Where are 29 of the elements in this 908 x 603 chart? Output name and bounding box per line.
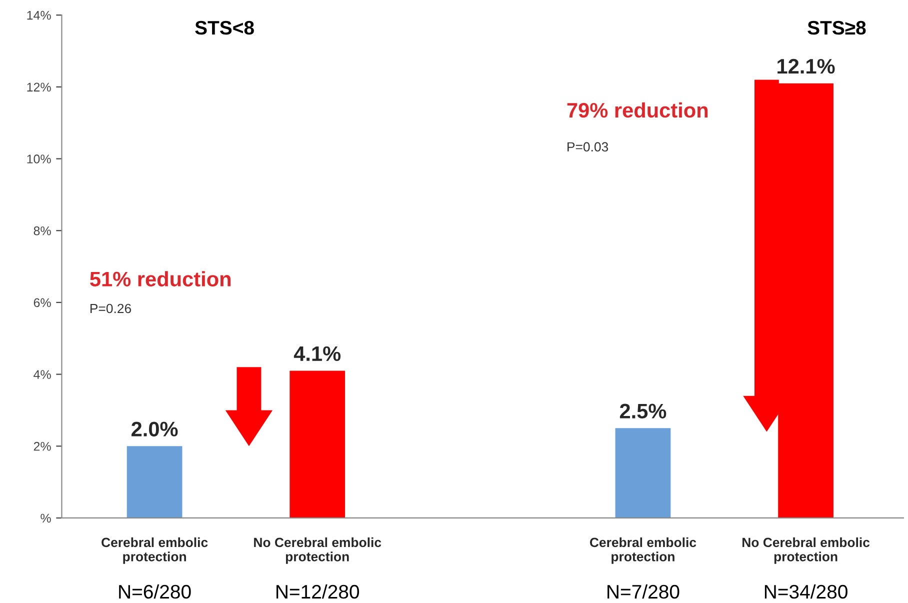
bar bbox=[290, 370, 346, 518]
text: N=6/280 bbox=[119, 584, 191, 599]
annotation: STS<8 bbox=[195, 20, 254, 35]
text: N=34/280 bbox=[764, 584, 848, 599]
y-tick-label: 6% bbox=[34, 298, 51, 308]
data-label: 2.5% bbox=[620, 404, 666, 418]
y-tick-label: 8% bbox=[34, 226, 51, 236]
annotation: STS≥8 bbox=[808, 20, 866, 35]
data-label: 2.0% bbox=[132, 422, 178, 436]
y-tick-label: 4% bbox=[34, 370, 51, 379]
text: N=7/280 bbox=[608, 584, 680, 599]
bar bbox=[126, 446, 182, 518]
text: N=12/280 bbox=[276, 584, 360, 599]
x-tick-label: Cerebral embolic protection bbox=[102, 537, 208, 564]
annotation: 51% reduction bbox=[90, 271, 231, 286]
y-tick-label: 12% bbox=[27, 82, 51, 92]
annotation: P=0.03 bbox=[568, 142, 608, 152]
y-tick-label: % bbox=[40, 514, 51, 523]
x-tick-label: Cerebral embolic protection bbox=[590, 537, 696, 564]
annotation: P=0.26 bbox=[90, 304, 132, 314]
x-tick-label: No Cerebral embolic protection bbox=[742, 537, 870, 564]
data-label: 4.1% bbox=[294, 346, 341, 361]
annotation: 79% reduction bbox=[567, 102, 708, 118]
bar bbox=[615, 428, 671, 518]
data-label: 12.1% bbox=[778, 58, 835, 74]
y-tick-label: 10% bbox=[27, 154, 51, 164]
y-tick-label: 14% bbox=[27, 10, 51, 20]
y-tick-label: 2% bbox=[34, 442, 51, 451]
x-tick-label: No Cerebral embolic protection bbox=[254, 537, 382, 564]
